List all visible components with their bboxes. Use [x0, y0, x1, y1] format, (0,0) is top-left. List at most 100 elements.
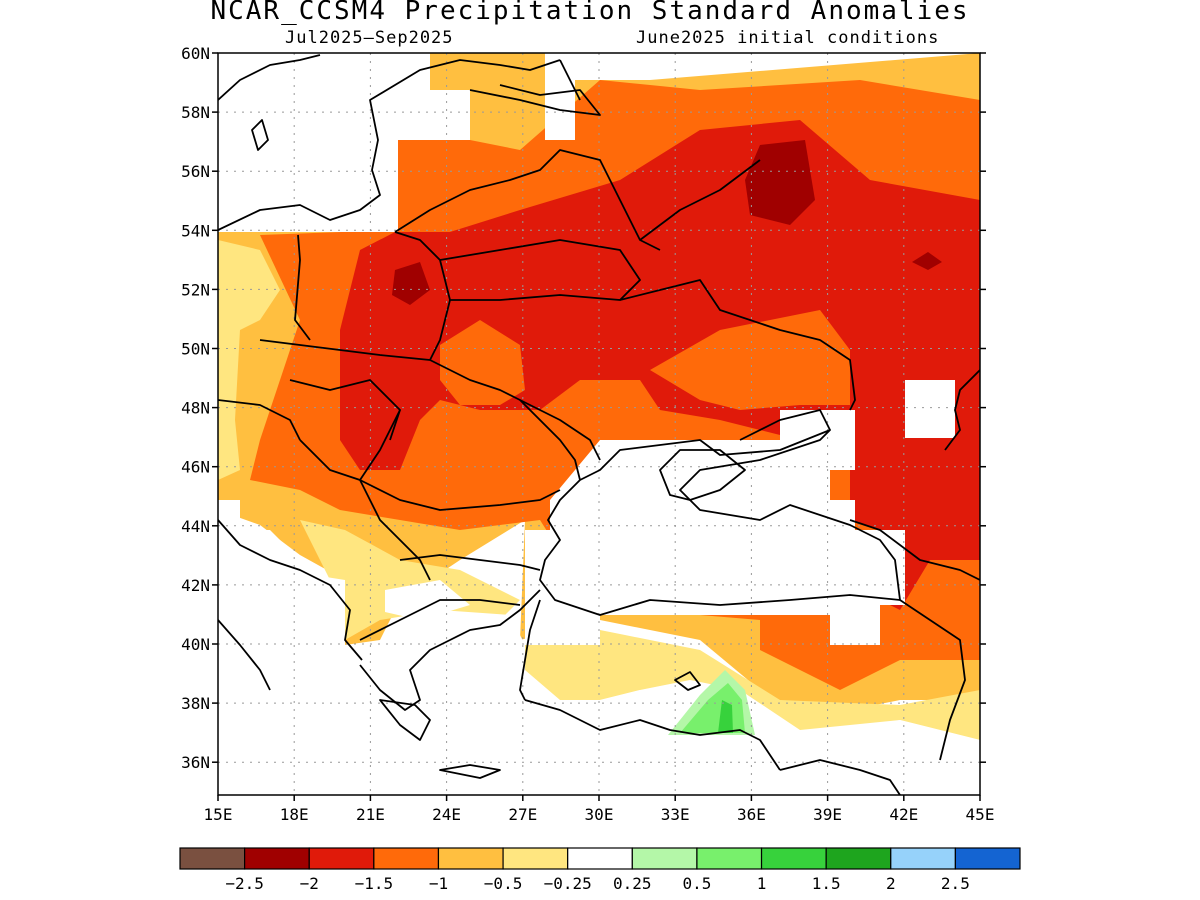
lon-label: 18E: [280, 805, 309, 824]
lat-label: 44N: [181, 517, 210, 536]
positive-anomaly-dark-green: [718, 700, 733, 733]
border-russia-ukraine: [619, 279, 856, 411]
lat-label: 36N: [181, 753, 210, 772]
anomaly-core-dark-red-poland: [392, 262, 430, 305]
colorbar-swatch: [179, 847, 246, 870]
gulf-of-finland: [469, 84, 601, 116]
colorbar-label: 1.5: [812, 874, 841, 893]
colorbar-label: 1: [757, 874, 767, 893]
lon-label: 24E: [432, 805, 461, 824]
adriatic-coast: [218, 519, 363, 661]
border-hungary: [289, 379, 401, 441]
near-normal-black-sea: [525, 410, 905, 645]
lon-label: 15E: [204, 805, 233, 824]
gotland-island: [251, 119, 269, 151]
colorbar-label: −2: [300, 874, 319, 893]
lat-label: 46N: [181, 458, 210, 477]
map-title: NCAR_CCSM4 Precipitation Standard Anomal…: [210, 0, 970, 26]
coastlines-and-borders: [218, 54, 980, 795]
anomaly-core-dark-red-north: [745, 140, 815, 225]
lat-label: 58N: [181, 103, 210, 122]
near-normal-greece: [218, 560, 980, 795]
longitude-axis: 15E 18E 21E 24E 27E 30E 33E 36E 39E 42E 45E: [204, 795, 995, 824]
lat-label: 50N: [181, 340, 210, 359]
colorbar-swatch: [696, 847, 763, 870]
crete-island: [439, 764, 501, 779]
colorbar-swatch: [890, 847, 956, 870]
latitude-axis: 60N 58N 56N 54N 52N 50N 48N 46N 44N 42N 40N 38N 36N: [181, 44, 986, 772]
colorbar-label: −1: [429, 874, 448, 893]
lat-label: 40N: [181, 635, 210, 654]
aegean-turkey-coast: [519, 599, 541, 701]
colorbar-label: −2.5: [225, 874, 264, 893]
colorbar-label: −1.5: [355, 874, 394, 893]
colorbar-label: 2.5: [941, 874, 970, 893]
border-baltics: [394, 149, 661, 251]
colorbar-swatch: [825, 847, 892, 870]
crimea-peninsula: [659, 449, 746, 501]
peloponnese: [379, 699, 431, 741]
colorbar-legend: −2.5 −2 −1.5 −1 −0.5 −0.25 0.25 0.5 1 1.5 2 2.5: [179, 847, 1021, 893]
anomaly-band-yellow-south: [525, 630, 980, 740]
colorbar-swatch: [244, 847, 310, 870]
border-bulgaria: [399, 554, 541, 571]
border-finland-russia: [559, 59, 581, 101]
lat-label: 38N: [181, 694, 210, 713]
lon-label: 27E: [508, 805, 537, 824]
colorbar-swatch: [502, 847, 569, 870]
colorbar-swatch: [373, 847, 440, 870]
border-belarus: [439, 239, 641, 301]
lon-label: 45E: [966, 805, 995, 824]
border-yugoslav: [299, 439, 431, 581]
near-normal-finland: [545, 53, 650, 140]
anomaly-hole-orange: [440, 320, 525, 405]
border-turkey-east: [899, 599, 966, 761]
lat-label: 54N: [181, 221, 210, 240]
border-greece-north: [359, 599, 521, 641]
lon-label: 21E: [356, 805, 385, 824]
greece-mainland-coast: [359, 589, 541, 711]
scandinavia-coast: [218, 54, 321, 101]
border-austria: [218, 399, 301, 441]
near-normal-adriatic: [218, 500, 295, 560]
border-caucasus: [849, 519, 980, 581]
near-normal-crimea-box: [905, 380, 955, 438]
colorbar-swatch: [308, 847, 375, 870]
border-syria: [779, 759, 901, 795]
colorbar-label: 0.25: [613, 874, 652, 893]
colorbar-swatch: [631, 847, 698, 870]
near-normal-aegean-box: [385, 580, 470, 620]
border-romania: [359, 409, 561, 511]
lon-label: 30E: [585, 805, 614, 824]
caspian-coast: [944, 369, 980, 451]
azov-sea: [739, 409, 831, 441]
anomaly-band-yellow-west: [218, 240, 280, 480]
lat-label: 56N: [181, 162, 210, 181]
turkey-south-coast: [524, 699, 781, 771]
colorbar-label: −0.25: [544, 874, 592, 893]
lon-label: 39E: [813, 805, 842, 824]
lat-label: 48N: [181, 399, 210, 418]
border-russia-north: [639, 159, 761, 241]
black-sea-coastline: [539, 429, 901, 616]
colorbar-swatch: [954, 847, 1021, 870]
lon-label: 36E: [737, 805, 766, 824]
anomaly-band-yellow-balkans: [300, 520, 520, 640]
season-subtitle: Jul2025–Sep2025: [285, 28, 454, 48]
italy-heel: [218, 619, 271, 691]
baltic-coastline: [218, 59, 561, 231]
border-poland-germany: [294, 234, 311, 341]
lat-label: 60N: [181, 44, 210, 63]
colorbar-swatch: [760, 847, 827, 870]
lon-label: 33E: [661, 805, 690, 824]
colorbar-swatch: [437, 847, 504, 870]
lon-label: 42E: [889, 805, 918, 824]
colorbar-label: −0.5: [484, 874, 523, 893]
near-normal-baltic: [218, 53, 470, 232]
colorbar-label: 2: [886, 874, 896, 893]
anomaly-core-dark-red-east: [912, 252, 942, 270]
lat-label: 42N: [181, 576, 210, 595]
border-czech-slovakia: [259, 339, 431, 361]
colorbar-label: 0.5: [682, 874, 711, 893]
